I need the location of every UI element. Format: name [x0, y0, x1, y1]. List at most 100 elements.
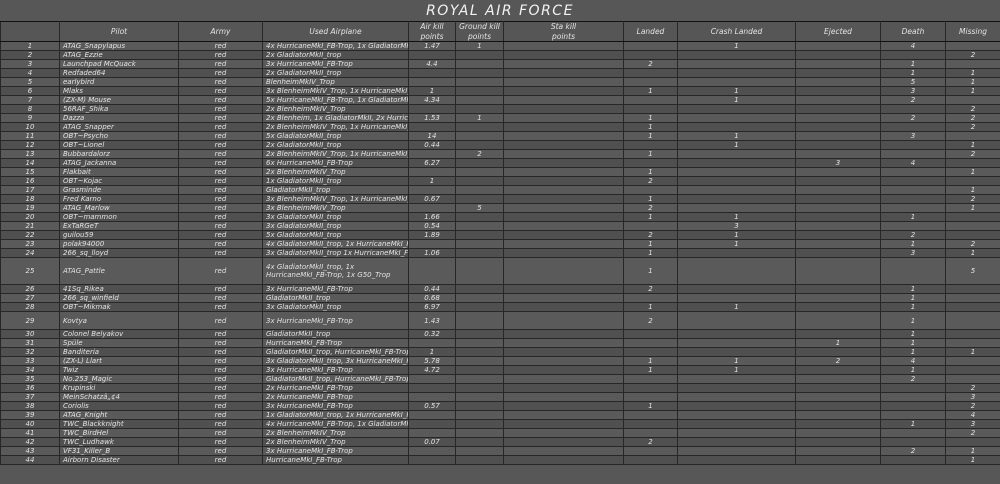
- cell-army: red: [178, 383, 263, 393]
- cell-num: 3: [0, 59, 60, 69]
- cell-army: red: [178, 77, 263, 87]
- cell-sta: [503, 212, 624, 222]
- cell-army: red: [178, 257, 263, 285]
- cell-num: 26: [0, 284, 60, 294]
- cell-missing: 2: [945, 104, 1000, 114]
- cell-ground: [455, 428, 504, 438]
- cell-air: 1.06: [408, 248, 456, 258]
- cell-sta: [503, 365, 624, 375]
- cell-ground: [455, 284, 504, 294]
- cell-missing: [945, 41, 1000, 51]
- column-header-missing: Missing: [945, 21, 1000, 42]
- cell-death: [880, 140, 946, 150]
- cell-sta: [503, 122, 624, 132]
- cell-army: red: [178, 149, 263, 159]
- cell-crash: 1: [677, 41, 796, 51]
- cell-death: 3: [880, 131, 946, 141]
- cell-air: 1.47: [408, 41, 456, 51]
- cell-air: [408, 77, 456, 87]
- table-row: 3 Launchpad McQuack red 3x HurricaneMkI_FB-…: [0, 59, 1000, 69]
- cell-sta: [503, 284, 624, 294]
- cell-death: 1: [880, 302, 946, 312]
- cell-ground: [455, 212, 504, 222]
- cell-death: [880, 410, 946, 420]
- cell-landed: [623, 41, 678, 51]
- cell-airplane: 3x GladiatorMkII_trop, 3x HurricaneMkI_F…: [262, 356, 409, 366]
- cell-airplane: 2x BlenheimMkIV_Trop: [262, 104, 409, 114]
- cell-ejected: [795, 122, 881, 132]
- cell-landed: [623, 410, 678, 420]
- cell-ground: [455, 338, 504, 348]
- table-row: 1 ATAG_Snapylapus red 4x HurricaneMkI_FB-Tr…: [0, 41, 1000, 51]
- cell-pilot: Twiz: [59, 365, 179, 375]
- cell-ejected: [795, 95, 881, 105]
- cell-ejected: [795, 167, 881, 177]
- header-row: Pilot Army Used Airplane Air kill points Gro…: [0, 21, 1000, 42]
- cell-airplane: 3x BlenheimMkIV_Trop, 1x HurricaneMkI_FB…: [262, 86, 409, 96]
- cell-army: red: [178, 122, 263, 132]
- cell-ejected: [795, 410, 881, 420]
- cell-landed: [623, 455, 678, 465]
- cell-pilot: MeinSchatzâ„¢4: [59, 392, 179, 402]
- cell-ejected: [795, 428, 881, 438]
- cell-pilot: OBT~Kojac: [59, 176, 179, 186]
- cell-missing: [945, 221, 1000, 231]
- table-row: 29 Kovtya red 3x HurricaneMkI_FB-Trop 1.43 2 1: [0, 311, 1000, 330]
- cell-crash: [677, 68, 796, 78]
- cell-death: [880, 194, 946, 204]
- table-row: 31 Spüle red HurricaneMkI_FB-Trop 1 1: [0, 338, 1000, 348]
- table-body: 1 ATAG_Snapylapus red 4x HurricaneMkI_FB-Tr…: [0, 41, 1000, 465]
- cell-ejected: [795, 113, 881, 123]
- cell-death: 1: [880, 311, 946, 330]
- cell-ejected: [795, 383, 881, 393]
- cell-ejected: [795, 311, 881, 330]
- cell-death: [880, 401, 946, 411]
- cell-ground: [455, 140, 504, 150]
- table-row: 19 ATAG_Marlow red 3x BlenheimMkIV_Trop 5 2 1: [0, 203, 1000, 213]
- cell-death: 2: [880, 374, 946, 384]
- cell-army: red: [178, 212, 263, 222]
- cell-airplane: 4x GladiatorMkII_trop, 1x HurricaneMkI_F…: [262, 257, 409, 285]
- cell-sta: [503, 230, 624, 240]
- cell-crash: [677, 203, 796, 213]
- cell-pilot: TWC_BirdHel: [59, 428, 179, 438]
- cell-death: 4: [880, 158, 946, 168]
- cell-army: red: [178, 131, 263, 141]
- cell-landed: 1: [623, 167, 678, 177]
- cell-landed: [623, 446, 678, 456]
- cell-pilot: Mlaks: [59, 86, 179, 96]
- table-row: 25 ATAG_Pattle red 4x GladiatorMkII_trop, 1…: [0, 257, 1000, 285]
- cell-pilot: 56RAF_Shika: [59, 104, 179, 114]
- cell-landed: [623, 383, 678, 393]
- cell-airplane: 3x HurricaneMkI_FB-Trop: [262, 401, 409, 411]
- cell-pilot: polak94000: [59, 239, 179, 249]
- cell-num: 6: [0, 86, 60, 96]
- column-header-army: Army: [178, 21, 263, 42]
- cell-ground: [455, 311, 504, 330]
- cell-landed: [623, 392, 678, 402]
- cell-landed: 1: [623, 356, 678, 366]
- cell-death: 2: [880, 113, 946, 123]
- cell-ejected: [795, 302, 881, 312]
- cell-army: red: [178, 194, 263, 204]
- table-row: 14 ATAG_Jackanna red 6x HurricaneMkI_FB-Tro…: [0, 158, 1000, 168]
- cell-ground: [455, 194, 504, 204]
- cell-airplane: 2x GladiatorMkII_trop: [262, 50, 409, 60]
- cell-pilot: guilou59: [59, 230, 179, 240]
- table-row: 36 Krupinski red 2x HurricaneMkI_FB-Trop 2: [0, 383, 1000, 393]
- cell-missing: 5: [945, 257, 1000, 285]
- cell-air: [408, 374, 456, 384]
- cell-pilot: Kovtya: [59, 311, 179, 330]
- cell-ejected: [795, 239, 881, 249]
- cell-air: 14: [408, 131, 456, 141]
- cell-death: [880, 437, 946, 447]
- cell-num: 11: [0, 131, 60, 141]
- cell-sta: [503, 392, 624, 402]
- cell-airplane: 2x BlenheimMkIV_Trop: [262, 428, 409, 438]
- cell-airplane: 3x HurricaneMkI_FB-Trop: [262, 59, 409, 69]
- cell-num: 22: [0, 230, 60, 240]
- cell-landed: 1: [623, 257, 678, 285]
- cell-crash: 3: [677, 221, 796, 231]
- cell-death: 3: [880, 86, 946, 96]
- cell-missing: 1: [945, 455, 1000, 465]
